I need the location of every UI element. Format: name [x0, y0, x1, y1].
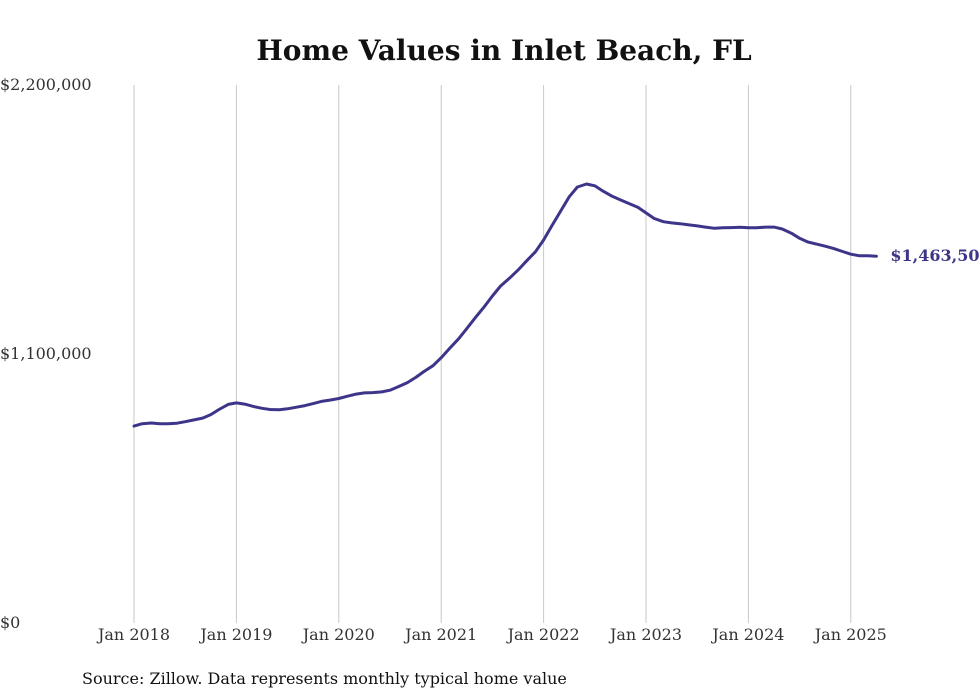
y-tick-label: $1,100,000 — [0, 344, 92, 363]
source-note: Source: Zillow. Data represents monthly … — [82, 669, 567, 688]
latest-value-label: $1,463,500 — [890, 246, 980, 265]
y-tick-label: $2,200,000 — [0, 75, 92, 94]
chart-title: Home Values in Inlet Beach, FL — [256, 34, 752, 67]
y-axis-ticks: $0 $1,100,000 $2,200,000 — [0, 75, 92, 632]
x-tick-label: Jan 2023 — [608, 625, 682, 644]
home-value-line — [132, 182, 878, 428]
x-tick-label: Jan 2020 — [301, 625, 375, 644]
x-axis-ticks: Jan 2018 Jan 2019 Jan 2020 Jan 2021 Jan 2022… — [96, 625, 887, 644]
gridlines — [133, 85, 852, 623]
x-tick-label: Jan 2021 — [403, 625, 477, 644]
x-tick-label: Jan 2025 — [813, 625, 887, 644]
x-tick-label: Jan 2018 — [96, 625, 170, 644]
x-tick-label: Jan 2019 — [198, 625, 272, 644]
y-tick-label: $0 — [0, 613, 20, 632]
x-tick-label: Jan 2024 — [710, 625, 784, 644]
x-tick-label: Jan 2022 — [506, 625, 580, 644]
